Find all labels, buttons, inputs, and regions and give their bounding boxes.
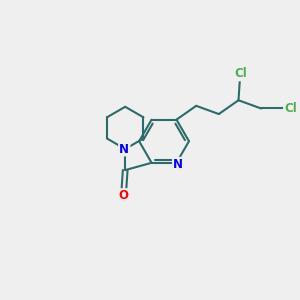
Text: N: N <box>119 142 129 155</box>
Text: N: N <box>173 158 183 171</box>
Text: Cl: Cl <box>234 68 247 80</box>
Text: Cl: Cl <box>284 102 297 115</box>
Text: N: N <box>119 142 129 155</box>
Text: O: O <box>119 189 129 202</box>
